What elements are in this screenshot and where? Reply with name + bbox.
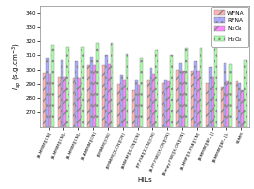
Bar [75, 61, 78, 127]
Bar [93, 65, 96, 127]
Bar [164, 80, 167, 127]
Bar [140, 58, 142, 127]
Bar [161, 83, 164, 127]
Bar [81, 47, 84, 127]
Bar [119, 75, 122, 127]
Bar [149, 68, 152, 127]
Bar [223, 63, 226, 127]
Bar [228, 64, 231, 127]
Bar [220, 87, 223, 127]
Bar [43, 73, 45, 127]
Bar [78, 78, 81, 127]
Bar [63, 77, 66, 127]
Bar [199, 48, 202, 127]
Bar [125, 54, 128, 127]
Legend: WFNA, RFNA, N$_2$O$_4$, H$_2$O$_2$: WFNA, RFNA, N$_2$O$_4$, H$_2$O$_2$ [211, 7, 247, 46]
Bar [66, 47, 69, 127]
Bar [102, 65, 105, 127]
X-axis label: HILs: HILs [137, 177, 152, 184]
Bar [48, 74, 51, 127]
Bar [87, 65, 90, 127]
Y-axis label: $I_{sp}$ (s.g.cm$^{-3}$): $I_{sp}$ (s.g.cm$^{-3}$) [11, 42, 24, 90]
Bar [117, 84, 119, 127]
Bar [176, 70, 179, 127]
Bar [90, 57, 93, 127]
Bar [146, 80, 149, 127]
Bar [122, 80, 125, 127]
Bar [235, 81, 237, 127]
Bar [57, 77, 60, 127]
Bar [152, 74, 154, 127]
Bar [105, 55, 107, 127]
Bar [154, 50, 157, 127]
Bar [196, 71, 199, 127]
Bar [214, 48, 216, 127]
Bar [179, 63, 181, 127]
Bar [205, 83, 208, 127]
Bar [110, 43, 113, 127]
Bar [181, 71, 184, 127]
Bar [211, 77, 214, 127]
Bar [107, 64, 110, 127]
Bar [72, 78, 75, 127]
Bar [190, 71, 193, 127]
Bar [51, 46, 54, 127]
Bar [60, 60, 63, 127]
Bar [96, 43, 98, 127]
Bar [167, 81, 169, 127]
Bar [208, 67, 211, 127]
Bar [184, 48, 187, 127]
Bar [240, 90, 243, 127]
Bar [45, 58, 48, 127]
Bar [131, 90, 134, 127]
Bar [226, 81, 228, 127]
Bar [169, 55, 172, 127]
Bar [243, 60, 246, 127]
Bar [137, 85, 140, 127]
Bar [237, 83, 240, 127]
Bar [134, 80, 137, 127]
Bar [193, 61, 196, 127]
